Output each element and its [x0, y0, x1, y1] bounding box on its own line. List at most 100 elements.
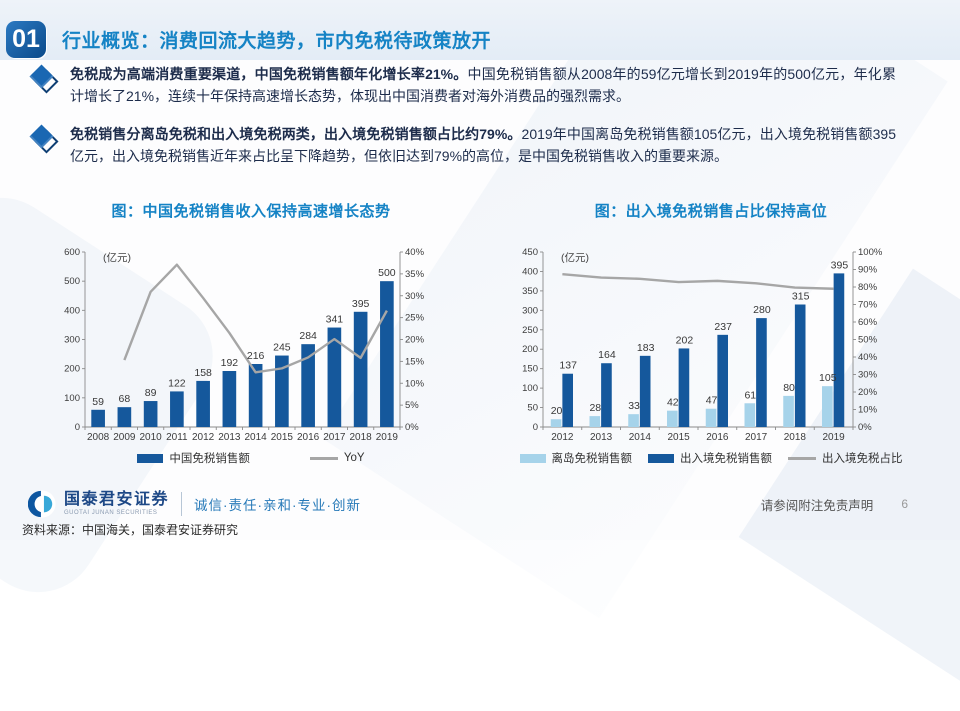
svg-text:202: 202	[676, 334, 694, 346]
svg-text:500: 500	[378, 267, 396, 279]
svg-text:33: 33	[628, 400, 640, 412]
svg-text:80: 80	[783, 382, 795, 394]
svg-text:20: 20	[551, 405, 563, 417]
svg-text:341: 341	[326, 314, 344, 326]
svg-text:500: 500	[64, 276, 80, 287]
svg-text:450: 450	[522, 247, 538, 258]
svg-text:192: 192	[221, 357, 239, 369]
bullet-item: 免税销售分离岛免税和出入境免税两类，出入境免税销售额占比约79%。2019年中国…	[30, 124, 916, 167]
svg-text:2012: 2012	[192, 432, 215, 443]
svg-text:10%: 10%	[858, 405, 878, 416]
svg-text:0: 0	[533, 422, 538, 433]
svg-text:30%: 30%	[405, 291, 425, 302]
bar-出入境免税销售额-2018	[794, 304, 806, 427]
svg-text:183: 183	[637, 342, 655, 354]
svg-text:0: 0	[75, 422, 80, 433]
svg-text:40%: 40%	[858, 352, 878, 363]
slide: 01 行业概览：消费回流大趋势，市内免税待政策放开 免税成为高端消费重要渠道，中…	[0, 0, 960, 540]
bar-出入境免税销售额-2019	[833, 273, 845, 427]
bar-中国免税销售额-2009	[117, 407, 132, 427]
legend-item: 中国免税销售额	[137, 450, 250, 466]
legend-item: YoY	[309, 452, 365, 464]
vertical-divider	[181, 492, 183, 516]
svg-text:20%: 20%	[405, 335, 425, 346]
svg-text:89: 89	[145, 387, 157, 399]
svg-text:237: 237	[714, 321, 732, 333]
svg-text:2018: 2018	[784, 432, 807, 443]
svg-text:2010: 2010	[140, 432, 163, 443]
svg-text:250: 250	[522, 325, 538, 336]
svg-text:2017: 2017	[745, 432, 768, 443]
svg-text:68: 68	[119, 393, 131, 405]
svg-text:80%: 80%	[858, 282, 878, 293]
svg-text:42: 42	[667, 397, 679, 409]
bar-离岛免税销售额-2013	[589, 416, 601, 427]
bar-出入境免税销售额-2016	[717, 334, 728, 427]
svg-text:350: 350	[522, 286, 538, 297]
svg-text:(亿元): (亿元)	[561, 251, 589, 264]
svg-text:10%: 10%	[405, 378, 425, 389]
disclaimer-text: 请参阅附注免责声明	[760, 498, 874, 513]
bullet-lead: 免税销售分离岛免税和出入境免税两类，出入境免税销售额占比约79%。	[70, 126, 522, 142]
bar-中国免税销售额-2016	[301, 344, 315, 427]
chart-title-right: 图：出入境免税销售占比保持高位	[594, 203, 828, 220]
legend-bar-swatch	[648, 453, 674, 463]
page-footer: 国泰君安证券 GUOTAI JUNAN SECURITIES 诚信·责任·亲和·…	[0, 486, 960, 522]
bullet-text: 免税销售分离岛免税和出入境免税两类，出入境免税销售额占比约79%。2019年中国…	[70, 124, 896, 167]
company-name-en: GUOTAI JUNAN SECURITIES	[64, 510, 158, 516]
svg-text:300: 300	[64, 335, 80, 346]
svg-text:25%: 25%	[405, 313, 425, 324]
svg-text:164: 164	[598, 349, 616, 361]
legend-label: 出入境免税销售额	[680, 453, 772, 465]
bar-中国免税销售额-2008	[91, 409, 105, 427]
svg-text:2008: 2008	[87, 432, 110, 443]
chart-border-duty-free-share: 图：出入境免税销售占比保持高位 0 50 100 150 200 250 300 350 400…	[496, 198, 926, 466]
svg-text:2012: 2012	[551, 432, 574, 443]
svg-text:100: 100	[64, 393, 80, 404]
svg-text:2011: 2011	[166, 432, 188, 443]
bar-中国免税销售额-2011	[170, 391, 184, 427]
bar-出入境免税销售额-2012	[562, 373, 573, 427]
svg-text:137: 137	[559, 360, 577, 372]
svg-text:315: 315	[792, 291, 810, 303]
legend-label: YoY	[343, 452, 365, 464]
svg-text:15%: 15%	[405, 356, 425, 367]
bar-中国免税销售额-2013	[222, 371, 237, 427]
svg-text:70%: 70%	[858, 300, 878, 311]
diamond-bullet-icon	[30, 125, 56, 151]
bar-离岛免税销售额-2019	[822, 386, 833, 427]
section-number-badge: 01	[6, 21, 46, 58]
chart-left-canvas: 0 100 200 300 400 500 600 0% 5% 10% 15% 20% 25% 30% 35…	[36, 230, 466, 445]
svg-text:2017: 2017	[323, 432, 346, 443]
svg-text:2018: 2018	[350, 432, 373, 443]
legend-label: 中国免税销售额	[169, 453, 250, 465]
bullet-text: 免税成为高端消费重要渠道，中国免税销售额年化增长率21%。中国免税销售额从200…	[70, 64, 896, 107]
svg-text:0%: 0%	[858, 422, 872, 433]
svg-text:105: 105	[819, 372, 837, 384]
bullet-list: 免税成为高端消费重要渠道，中国免税销售额年化增长率21%。中国免税销售额从200…	[30, 64, 916, 167]
legend-item: 出入境免税销售额	[648, 450, 772, 466]
svg-text:200: 200	[64, 364, 80, 375]
bar-中国免税销售额-2017	[327, 327, 342, 427]
svg-text:30%: 30%	[858, 370, 878, 381]
bar-出入境免税销售额-2017	[756, 318, 767, 427]
bar-离岛免税销售额-2015	[667, 410, 678, 427]
svg-text:100%: 100%	[858, 247, 883, 258]
legend-item: 出入境免税占比	[788, 450, 903, 466]
line-YoY	[123, 263, 388, 374]
svg-text:2013: 2013	[590, 432, 613, 443]
legend-bar-swatch	[137, 453, 164, 463]
svg-text:2016: 2016	[297, 432, 320, 443]
svg-text:90%: 90%	[858, 265, 878, 276]
bar-中国免税销售额-2012	[196, 380, 210, 427]
bullet-item: 免税成为高端消费重要渠道，中国免税销售额年化增长率21%。中国免税销售额从200…	[30, 64, 916, 107]
svg-text:158: 158	[194, 367, 212, 379]
svg-text:395: 395	[352, 298, 370, 310]
svg-text:284: 284	[299, 330, 317, 342]
svg-text:0%: 0%	[405, 422, 419, 433]
company-tagline: 诚信·责任·亲和·专业·创新	[194, 498, 361, 513]
chart0-svg: 0 100 200 300 400 500 600 0% 5% 10% 15% 20% 25% 30% 35…	[64, 247, 425, 443]
bullet-lead: 免税成为高端消费重要渠道，中国免税销售额年化增长率21%。	[70, 66, 468, 82]
bar-离岛免税销售额-2016	[705, 408, 717, 427]
svg-text:2013: 2013	[218, 432, 241, 443]
